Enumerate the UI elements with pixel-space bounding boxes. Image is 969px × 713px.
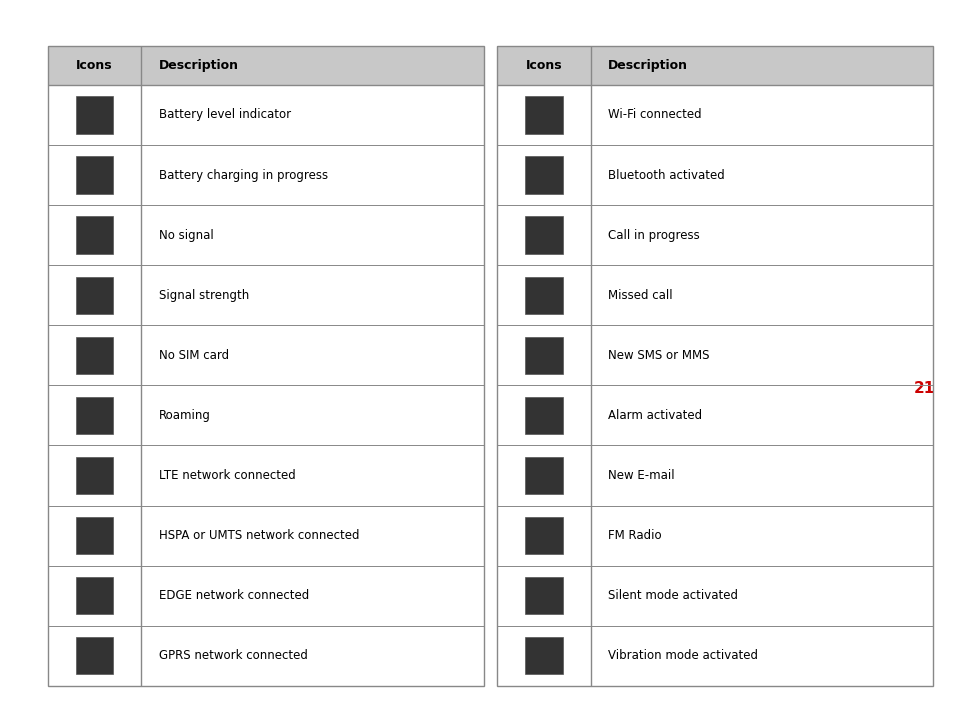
Text: GPRS network connected: GPRS network connected bbox=[159, 650, 307, 662]
Text: Alarm activated: Alarm activated bbox=[608, 409, 702, 422]
Text: New E-mail: New E-mail bbox=[608, 469, 674, 482]
Bar bbox=[525, 637, 562, 674]
Bar bbox=[76, 217, 113, 254]
Bar bbox=[525, 457, 562, 494]
Bar bbox=[76, 277, 113, 314]
Text: 21: 21 bbox=[913, 381, 934, 396]
Text: Description: Description bbox=[608, 59, 688, 72]
Text: Call in progress: Call in progress bbox=[608, 229, 700, 242]
Text: Missed call: Missed call bbox=[608, 289, 672, 302]
Bar bbox=[76, 457, 113, 494]
Text: Roaming: Roaming bbox=[159, 409, 210, 422]
Bar bbox=[525, 397, 562, 434]
Bar bbox=[525, 277, 562, 314]
Bar bbox=[76, 337, 113, 374]
Bar bbox=[76, 637, 113, 674]
Bar bbox=[525, 337, 562, 374]
Bar bbox=[525, 577, 562, 615]
Text: Your SMART-EX 01: Your SMART-EX 01 bbox=[12, 292, 24, 421]
Bar bbox=[76, 577, 113, 615]
Text: New SMS or MMS: New SMS or MMS bbox=[608, 349, 709, 361]
Text: Icons: Icons bbox=[77, 59, 112, 72]
Text: Signal strength: Signal strength bbox=[159, 289, 249, 302]
Text: HSPA or UMTS network connected: HSPA or UMTS network connected bbox=[159, 529, 359, 542]
Bar bbox=[76, 156, 113, 194]
Text: Wi-Fi connected: Wi-Fi connected bbox=[608, 108, 702, 121]
Bar bbox=[76, 96, 113, 133]
Bar bbox=[76, 517, 113, 554]
Bar bbox=[47, 46, 484, 85]
Bar bbox=[76, 397, 113, 434]
Bar bbox=[525, 96, 562, 133]
Bar bbox=[525, 517, 562, 554]
Text: LTE network connected: LTE network connected bbox=[159, 469, 296, 482]
Text: Icons: Icons bbox=[525, 59, 562, 72]
Text: Battery charging in progress: Battery charging in progress bbox=[159, 168, 328, 182]
Bar bbox=[497, 46, 932, 85]
Text: Description: Description bbox=[159, 59, 238, 72]
Text: Silent mode activated: Silent mode activated bbox=[608, 589, 737, 602]
Text: Bluetooth activated: Bluetooth activated bbox=[608, 168, 725, 182]
Bar bbox=[525, 156, 562, 194]
Text: No SIM card: No SIM card bbox=[159, 349, 229, 361]
Text: Vibration mode activated: Vibration mode activated bbox=[608, 650, 758, 662]
Text: EDGE network connected: EDGE network connected bbox=[159, 589, 309, 602]
Text: Battery level indicator: Battery level indicator bbox=[159, 108, 291, 121]
Text: FM Radio: FM Radio bbox=[608, 529, 661, 542]
Bar bbox=[525, 217, 562, 254]
Text: No signal: No signal bbox=[159, 229, 213, 242]
